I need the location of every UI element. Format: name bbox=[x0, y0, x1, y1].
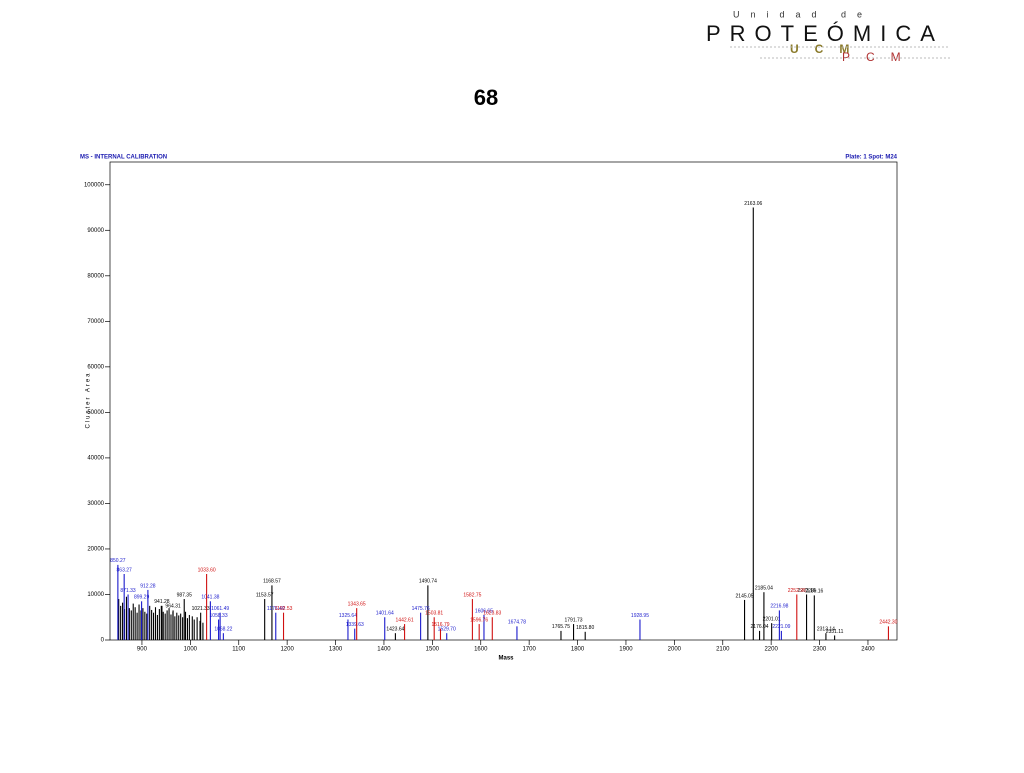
peak-label: 2331.11 bbox=[826, 629, 844, 635]
slide-number: 68 bbox=[474, 85, 498, 110]
peak-label: 1582.75 bbox=[463, 592, 481, 598]
x-tick-label: 1200 bbox=[280, 647, 294, 653]
x-tick-label: 2400 bbox=[861, 647, 875, 653]
x-tick-label: 1000 bbox=[184, 647, 198, 653]
peak-label: 912.28 bbox=[140, 583, 156, 589]
peak-label: 1168.57 bbox=[263, 579, 281, 585]
peak-label: 1442.61 bbox=[396, 617, 414, 623]
peak-label: 1176.49 bbox=[267, 606, 285, 612]
chart-subtitle: Plate: 1 Spot: M24 bbox=[845, 155, 897, 161]
peak-label: 941.28 bbox=[154, 599, 170, 605]
peak-label: 1475.76 bbox=[412, 606, 430, 612]
peak-label: 1068.22 bbox=[214, 626, 232, 632]
x-tick-label: 2300 bbox=[813, 647, 827, 653]
peak-label: 2163.06 bbox=[744, 201, 762, 207]
y-tick-label: 40000 bbox=[87, 455, 104, 461]
peak-label: 2252.96 bbox=[788, 588, 806, 594]
peak-label: 863.27 bbox=[117, 567, 133, 573]
peak-label: 871.33 bbox=[120, 588, 136, 594]
logo-top: Unidad de bbox=[733, 9, 873, 19]
peak-label: 2273.16 bbox=[798, 588, 816, 594]
logo: Unidad de PROTEÓMICA UCM PCM bbox=[706, 9, 950, 64]
peak-label: 2313.14 bbox=[817, 626, 835, 632]
logo-ucm: UCM bbox=[790, 42, 865, 56]
peak-label: 1021.33 bbox=[192, 606, 210, 612]
peak-label: 1041.38 bbox=[201, 595, 219, 601]
peak-label: 2201.01 bbox=[763, 616, 781, 622]
y-tick-label: 30000 bbox=[87, 501, 104, 507]
peak-label: 1325.64 bbox=[339, 613, 357, 619]
x-tick-label: 1500 bbox=[426, 647, 440, 653]
peak-label: 1596.76 bbox=[470, 617, 488, 623]
peak-label: 1401.64 bbox=[376, 611, 394, 617]
peak-label: 1061.49 bbox=[211, 606, 229, 612]
peak-label: 2221.09 bbox=[772, 624, 790, 630]
peak-label: 2176.04 bbox=[751, 624, 769, 630]
logo-main: PROTEÓMICA bbox=[706, 21, 944, 46]
peak-label: 899.29 bbox=[134, 595, 150, 601]
peak-label: 964.31 bbox=[165, 604, 181, 610]
y-tick-label: 0 bbox=[101, 638, 105, 644]
y-tick-label: 50000 bbox=[87, 410, 104, 416]
peak-label: 1516.79 bbox=[431, 622, 449, 628]
peak-label: 1928.95 bbox=[631, 613, 649, 619]
peak-label: 1058.33 bbox=[210, 613, 228, 619]
y-axis-label: Cluster Area bbox=[86, 371, 92, 428]
peak-label: 1529.70 bbox=[438, 626, 456, 632]
x-tick-label: 2200 bbox=[764, 647, 778, 653]
y-tick-label: 20000 bbox=[87, 547, 104, 553]
y-tick-label: 10000 bbox=[87, 592, 104, 598]
peak-label: 1674.78 bbox=[508, 620, 526, 626]
x-tick-label: 1100 bbox=[232, 647, 246, 653]
peak-label: 1490.74 bbox=[419, 579, 437, 585]
x-tick-label: 1600 bbox=[474, 647, 488, 653]
x-tick-label: 900 bbox=[137, 647, 148, 653]
peak-label: 2145.05 bbox=[736, 593, 754, 599]
peak-label: 1033.60 bbox=[198, 567, 216, 573]
y-tick-label: 70000 bbox=[87, 319, 104, 325]
peak-label: 1423.64 bbox=[386, 626, 404, 632]
peak-label: 987.35 bbox=[177, 592, 193, 598]
y-tick-label: 60000 bbox=[87, 364, 104, 370]
x-tick-label: 2000 bbox=[668, 647, 682, 653]
peak-label: 1791.73 bbox=[565, 617, 583, 623]
peak-label: 1815.80 bbox=[576, 625, 594, 631]
peak-label: 2442.30 bbox=[879, 620, 897, 626]
peak-label: 1343.65 bbox=[348, 601, 366, 607]
peak-label: 2289.16 bbox=[805, 589, 823, 595]
peak-label: 1339.63 bbox=[346, 622, 364, 628]
x-tick-label: 1400 bbox=[377, 647, 391, 653]
peak-label: 2185.04 bbox=[755, 586, 773, 592]
plot-frame bbox=[109, 161, 898, 641]
x-tick-label: 1300 bbox=[329, 647, 343, 653]
x-axis-label: Mass bbox=[498, 656, 514, 662]
peak-label: 1153.57 bbox=[256, 592, 274, 598]
chart-title: MS - INTERNAL CALIBRATION bbox=[80, 155, 167, 161]
peak-label: 1765.75 bbox=[552, 624, 570, 630]
x-tick-label: 2100 bbox=[716, 647, 730, 653]
peak-label: 2216.98 bbox=[770, 604, 788, 610]
x-tick-label: 1700 bbox=[522, 647, 536, 653]
peak-label: 1503.81 bbox=[425, 611, 443, 617]
x-tick-label: 1900 bbox=[619, 647, 633, 653]
y-tick-label: 100000 bbox=[84, 182, 105, 188]
logo-pcm: PCM bbox=[842, 50, 917, 64]
peak-label: 1192.53 bbox=[275, 606, 293, 612]
peak-label: 1606.65 bbox=[475, 608, 493, 614]
y-tick-label: 90000 bbox=[87, 228, 104, 234]
x-tick-label: 1800 bbox=[571, 647, 585, 653]
y-tick-label: 80000 bbox=[87, 273, 104, 279]
peak-label: 850.27 bbox=[110, 558, 126, 564]
peak-label: 1623.83 bbox=[483, 611, 501, 617]
